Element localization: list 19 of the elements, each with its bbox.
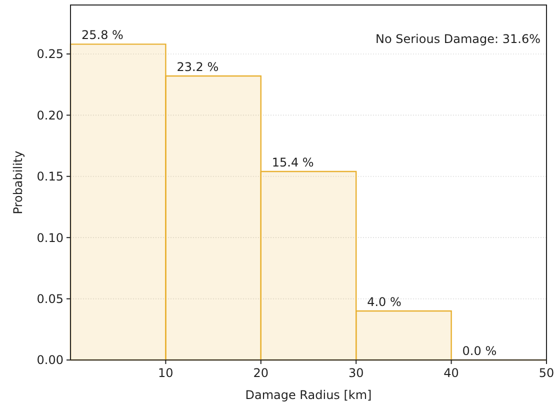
y-tick-label: 0.05 — [36, 292, 64, 306]
x-tick-label: 40 — [444, 366, 459, 380]
annotation: No Serious Damage: 31.6% — [375, 32, 540, 46]
y-tick-label: 0.10 — [36, 230, 64, 245]
y-tick-label: 0.00 — [36, 353, 64, 368]
x-tick-label: 20 — [253, 366, 269, 380]
y-tick-label: 0.20 — [36, 108, 64, 122]
x-tick-label: 30 — [348, 366, 364, 380]
data-label: 23.2 % — [176, 60, 219, 74]
data-label: 15.4 % — [272, 155, 314, 170]
y-axis-title: Probability — [11, 150, 25, 214]
x-tick-label: 10 — [158, 366, 174, 380]
y-tick-label: 0.25 — [36, 47, 64, 62]
data-label: 4.0 % — [367, 295, 402, 310]
data-label: 0.0 % — [462, 344, 497, 358]
data-label: 25.8 % — [82, 28, 124, 42]
x-tick-label: 50 — [538, 366, 554, 380]
y-tick-label: 0.15 — [36, 170, 64, 184]
x-axis-title: Damage Radius [km] — [245, 388, 372, 402]
